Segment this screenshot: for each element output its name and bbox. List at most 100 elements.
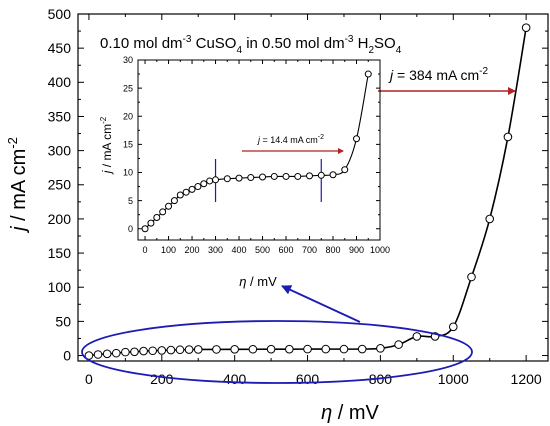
main-y-tick-label: 400 <box>48 74 72 90</box>
main-data-point <box>230 345 239 354</box>
inset-y-tick-label: 15 <box>123 140 133 150</box>
main-data-point <box>467 272 476 282</box>
inset-data-point <box>200 180 208 188</box>
inset-axes: 0 100 200 300 400 500 600 700 800 900 1000 0 5 10 15 20… <box>123 55 390 255</box>
inset-data-point <box>282 172 290 180</box>
inset-data-point <box>212 176 220 184</box>
main-x-tick-label: 400 <box>223 371 247 387</box>
inset-data-point <box>159 208 167 216</box>
main-data-point <box>175 345 185 355</box>
main-data-point <box>376 344 385 353</box>
main-data-point <box>121 347 130 357</box>
main-axes: 0 200 400 600 800 1000 12000501001502002503003… <box>48 6 549 387</box>
main-data-point <box>157 346 167 355</box>
main-data-point <box>394 340 403 349</box>
x-axis-title: η / mV <box>321 402 379 424</box>
inset-y-tick-label: 0 <box>128 224 133 234</box>
main-data-point <box>448 322 458 332</box>
inset-data-point <box>182 188 190 196</box>
main-data-point <box>285 344 294 354</box>
main-y-tick-label: 450 <box>48 40 72 56</box>
inset-data-point <box>317 171 325 179</box>
main-data-point <box>184 345 194 354</box>
inset-data-point <box>270 172 278 180</box>
main-y-tick-label: 250 <box>48 177 72 193</box>
main-y-tick-label: 100 <box>48 279 72 295</box>
inset-data-point <box>247 174 255 182</box>
inset-y-tick-label: 10 <box>123 168 133 178</box>
main-data-point <box>102 349 112 359</box>
main-y-tick-label: 0 <box>63 347 71 363</box>
main-y-tick-label: 300 <box>48 143 72 159</box>
inset-y-tick-label: 20 <box>123 111 133 121</box>
inset-x-tick-label: 500 <box>255 245 270 255</box>
inset-x-tick-label: 200 <box>185 245 200 255</box>
main-y-tick-label: 350 <box>48 108 72 124</box>
chart-title: 0.10 mol dm-3 CuSO4 in 0.50 mol dm-3 H2S… <box>100 34 402 56</box>
main-data-point <box>212 345 221 354</box>
main-data-point <box>266 344 276 354</box>
main-x-tick-label: 0 <box>85 371 93 387</box>
inset-data-point <box>206 177 214 185</box>
inset-data-point <box>364 70 372 78</box>
inset-data-point <box>188 185 196 193</box>
inset-y-tick-label: 25 <box>123 83 133 93</box>
main-y-tick-label: 200 <box>48 211 72 227</box>
inset-x-tick-label: 900 <box>349 245 364 255</box>
inset-data-point <box>170 197 178 205</box>
main-annotation: j = 384 mA cm-2 <box>388 66 488 83</box>
inset-data-point <box>223 175 231 183</box>
inset-data-point <box>147 219 155 227</box>
inset-x-tick-label: 300 <box>208 245 223 255</box>
main-data-point <box>521 23 531 32</box>
main-data-point <box>166 345 176 355</box>
main-data-point <box>139 346 148 356</box>
main-data-point <box>248 344 258 354</box>
main-y-tick-label: 500 <box>48 6 72 22</box>
main-y-tick-label: 50 <box>55 313 71 329</box>
inset-data-point <box>194 183 202 191</box>
inset-x-tick-label: 100 <box>161 245 176 255</box>
inset-y-axis-title: j / mA cm-2 <box>99 116 114 175</box>
inset-data-point <box>141 225 149 233</box>
inset-data-point <box>153 214 161 221</box>
main-data-point <box>93 350 103 359</box>
inset-x-tick-label: 700 <box>302 245 317 255</box>
inset-data-point <box>235 174 243 182</box>
main-x-tick-label: 600 <box>296 371 320 387</box>
main-data-point <box>357 344 367 354</box>
main-x-tick-label: 200 <box>150 371 174 387</box>
inset-data-point <box>259 173 267 181</box>
inset-data-point <box>341 166 349 174</box>
highlight-arrow <box>281 285 361 323</box>
inset-x-tick-label: 1000 <box>370 245 390 255</box>
highlight-ellipse <box>81 320 473 384</box>
y-axis-title: j / mA cm-2 <box>5 137 30 234</box>
inset-x-tick-label: 400 <box>232 245 247 255</box>
main-x-tick-label: 1000 <box>438 371 469 387</box>
main-frame <box>77 13 549 362</box>
main-data-point <box>321 344 331 354</box>
inset-x-tick-label: 600 <box>279 245 294 255</box>
inset-markers <box>141 70 372 233</box>
inset-y-tick-label: 5 <box>128 196 133 206</box>
inset-x-tick-label: 800 <box>325 245 340 255</box>
inset-x-axis-title: η / mV <box>239 274 277 289</box>
inset-y-tick-label: 30 <box>123 55 133 65</box>
main-data-point <box>412 332 422 341</box>
inset-annotation: j = 14.4 mA cm-2 <box>257 134 324 145</box>
main-data-point <box>148 346 157 356</box>
inset-vlines <box>214 159 322 202</box>
main-data-point <box>339 344 349 354</box>
inset-data-point <box>165 202 173 210</box>
main-x-tick-label: 1200 <box>511 371 542 387</box>
inset-x-tick-label: 0 <box>143 245 148 255</box>
main-data-point <box>193 345 203 354</box>
inset-data-point <box>353 135 360 143</box>
main-data-point <box>130 347 139 357</box>
inset-frame <box>137 59 381 241</box>
main-y-tick-label: 150 <box>48 245 72 261</box>
main-markers <box>84 23 531 360</box>
inset-data-point <box>329 171 337 179</box>
